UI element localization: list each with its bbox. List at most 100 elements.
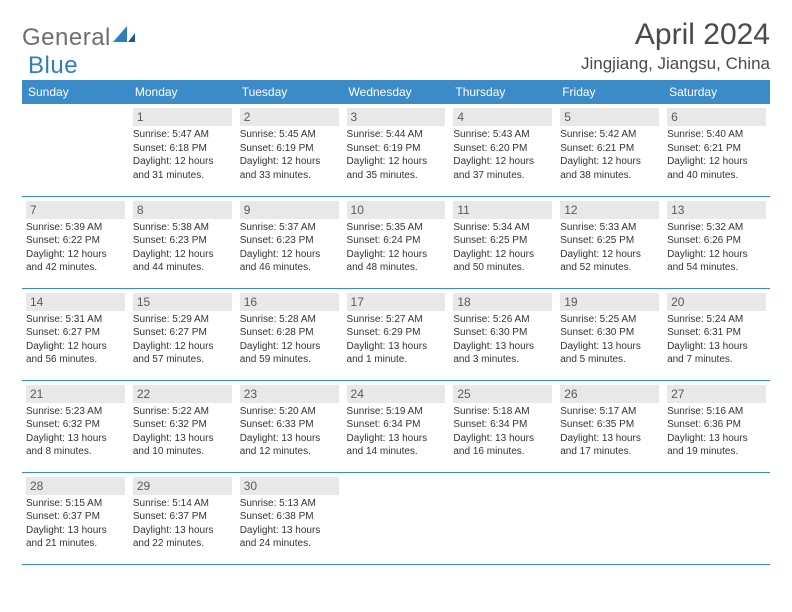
day-number: 5 — [560, 108, 659, 126]
calendar-cell: 16 Sunrise: 5:28 AMSunset: 6:28 PMDayligh… — [236, 288, 343, 380]
day-info: Sunrise: 5:34 AMSunset: 6:25 PMDaylight:… — [453, 221, 552, 275]
header: General April 2024 Jingjiang, Jiangsu, C… — [22, 18, 770, 74]
calendar-cell: 25 Sunrise: 5:18 AMSunset: 6:34 PMDayligh… — [449, 380, 556, 472]
day-info: Sunrise: 5:19 AMSunset: 6:34 PMDaylight:… — [347, 405, 446, 459]
day-info: Sunrise: 5:18 AMSunset: 6:34 PMDaylight:… — [453, 405, 552, 459]
day-number: 14 — [26, 293, 125, 311]
day-info: Sunrise: 5:28 AMSunset: 6:28 PMDaylight:… — [240, 313, 339, 367]
day-info: Sunrise: 5:13 AMSunset: 6:38 PMDaylight:… — [240, 497, 339, 551]
calendar-cell: 21 Sunrise: 5:23 AMSunset: 6:32 PMDayligh… — [22, 380, 129, 472]
day-number: 12 — [560, 201, 659, 219]
calendar-cell: 7Sunrise: 5:39 AMSunset: 6:22 PMDaylight… — [22, 196, 129, 288]
day-info: Sunrise: 5:22 AMSunset: 6:32 PMDaylight:… — [133, 405, 232, 459]
day-info: Sunrise: 5:32 AMSunset: 6:26 PMDaylight:… — [667, 221, 766, 275]
day-info: Sunrise: 5:45 AMSunset: 6:19 PMDaylight:… — [240, 128, 339, 182]
calendar-row: 1 Sunrise: 5:47 AMSunset: 6:18 PMDaylight… — [22, 104, 770, 196]
day-number: 25 — [453, 385, 552, 403]
day-number: 26 — [560, 385, 659, 403]
sail-icon — [113, 26, 135, 42]
day-info: Sunrise: 5:42 AMSunset: 6:21 PMDaylight:… — [560, 128, 659, 182]
logo-text-blue: Blue — [28, 52, 78, 79]
calendar-cell: 23Sunrise: 5:20 AMSunset: 6:33 PMDayligh… — [236, 380, 343, 472]
calendar-cell — [556, 472, 663, 564]
logo-text-general: General — [22, 24, 111, 52]
day-info: Sunrise: 5:43 AMSunset: 6:20 PMDaylight:… — [453, 128, 552, 182]
calendar-cell: 22 Sunrise: 5:22 AMSunset: 6:32 PMDayligh… — [129, 380, 236, 472]
day-info: Sunrise: 5:47 AMSunset: 6:18 PMDaylight:… — [133, 128, 232, 182]
day-number: 4 — [453, 108, 552, 126]
weekday-header: Friday — [556, 80, 663, 104]
calendar-cell: 14 Sunrise: 5:31 AMSunset: 6:27 PMDayligh… — [22, 288, 129, 380]
calendar-cell: 20 Sunrise: 5:24 AMSunset: 6:31 PMDayligh… — [663, 288, 770, 380]
day-info: Sunrise: 5:35 AMSunset: 6:24 PMDaylight:… — [347, 221, 446, 275]
calendar-row: 21 Sunrise: 5:23 AMSunset: 6:32 PMDayligh… — [22, 380, 770, 472]
day-number: 15 — [133, 293, 232, 311]
day-number: 17 — [347, 293, 446, 311]
weekday-header: Thursday — [449, 80, 556, 104]
day-number: 18 — [453, 293, 552, 311]
day-info: Sunrise: 5:24 AMSunset: 6:31 PMDaylight:… — [667, 313, 766, 367]
day-number: 19 — [560, 293, 659, 311]
calendar-cell: 29 Sunrise: 5:14 AMSunset: 6:37 PMDayligh… — [129, 472, 236, 564]
day-info: Sunrise: 5:31 AMSunset: 6:27 PMDaylight:… — [26, 313, 125, 367]
calendar-cell — [663, 472, 770, 564]
day-number: 3 — [347, 108, 446, 126]
calendar-cell: 6 Sunrise: 5:40 AMSunset: 6:21 PMDaylight… — [663, 104, 770, 196]
day-number: 11 — [453, 201, 552, 219]
day-number: 16 — [240, 293, 339, 311]
weekday-header: Tuesday — [236, 80, 343, 104]
weekday-header: Wednesday — [343, 80, 450, 104]
day-info: Sunrise: 5:29 AMSunset: 6:27 PMDaylight:… — [133, 313, 232, 367]
day-info: Sunrise: 5:15 AMSunset: 6:37 PMDaylight:… — [26, 497, 125, 551]
calendar-row: 28 Sunrise: 5:15 AMSunset: 6:37 PMDayligh… — [22, 472, 770, 564]
location: Jingjiang, Jiangsu, China — [581, 54, 770, 74]
day-info: Sunrise: 5:14 AMSunset: 6:37 PMDaylight:… — [133, 497, 232, 551]
calendar-cell: 26Sunrise: 5:17 AMSunset: 6:35 PMDayligh… — [556, 380, 663, 472]
day-number: 6 — [667, 108, 766, 126]
calendar-cell: 1 Sunrise: 5:47 AMSunset: 6:18 PMDaylight… — [129, 104, 236, 196]
weekday-header: Sunday — [22, 80, 129, 104]
day-number: 24 — [347, 385, 446, 403]
day-number: 8 — [133, 201, 232, 219]
day-number: 28 — [26, 477, 125, 495]
day-number: 1 — [133, 108, 232, 126]
calendar-cell: 30 Sunrise: 5:13 AMSunset: 6:38 PMDayligh… — [236, 472, 343, 564]
day-info: Sunrise: 5:25 AMSunset: 6:30 PMDaylight:… — [560, 313, 659, 367]
day-info: Sunrise: 5:26 AMSunset: 6:30 PMDaylight:… — [453, 313, 552, 367]
calendar-cell: 17 Sunrise: 5:27 AMSunset: 6:29 PMDayligh… — [343, 288, 450, 380]
logo: General — [22, 24, 135, 52]
calendar-cell: 10 Sunrise: 5:35 AMSunset: 6:24 PMDayligh… — [343, 196, 450, 288]
day-number: 21 — [26, 385, 125, 403]
calendar-cell: 18 Sunrise: 5:26 AMSunset: 6:30 PMDayligh… — [449, 288, 556, 380]
calendar-cell: 4 Sunrise: 5:43 AMSunset: 6:20 PMDaylight… — [449, 104, 556, 196]
day-number: 10 — [347, 201, 446, 219]
day-number: 30 — [240, 477, 339, 495]
calendar-cell — [343, 472, 450, 564]
calendar-cell: 15 Sunrise: 5:29 AMSunset: 6:27 PMDayligh… — [129, 288, 236, 380]
day-number: 29 — [133, 477, 232, 495]
calendar-cell: 19 Sunrise: 5:25 AMSunset: 6:30 PMDayligh… — [556, 288, 663, 380]
day-info: Sunrise: 5:44 AMSunset: 6:19 PMDaylight:… — [347, 128, 446, 182]
weekday-header: Saturday — [663, 80, 770, 104]
day-info: Sunrise: 5:23 AMSunset: 6:32 PMDaylight:… — [26, 405, 125, 459]
calendar-cell: 8Sunrise: 5:38 AMSunset: 6:23 PMDaylight… — [129, 196, 236, 288]
calendar-cell: 24 Sunrise: 5:19 AMSunset: 6:34 PMDayligh… — [343, 380, 450, 472]
day-info: Sunrise: 5:40 AMSunset: 6:21 PMDaylight:… — [667, 128, 766, 182]
day-number: 23 — [240, 385, 339, 403]
day-number: 2 — [240, 108, 339, 126]
calendar-cell: 11 Sunrise: 5:34 AMSunset: 6:25 PMDayligh… — [449, 196, 556, 288]
day-info: Sunrise: 5:37 AMSunset: 6:23 PMDaylight:… — [240, 221, 339, 275]
calendar-table: Sunday Monday Tuesday Wednesday Thursday… — [22, 80, 770, 565]
calendar-cell: 28 Sunrise: 5:15 AMSunset: 6:37 PMDayligh… — [22, 472, 129, 564]
calendar-cell: 5 Sunrise: 5:42 AMSunset: 6:21 PMDaylight… — [556, 104, 663, 196]
calendar-cell: 12Sunrise: 5:33 AMSunset: 6:25 PMDayligh… — [556, 196, 663, 288]
day-number: 27 — [667, 385, 766, 403]
day-info: Sunrise: 5:27 AMSunset: 6:29 PMDaylight:… — [347, 313, 446, 367]
calendar-cell — [22, 104, 129, 196]
day-number: 20 — [667, 293, 766, 311]
day-number: 22 — [133, 385, 232, 403]
calendar-cell: 3 Sunrise: 5:44 AMSunset: 6:19 PMDaylight… — [343, 104, 450, 196]
calendar-row: 14 Sunrise: 5:31 AMSunset: 6:27 PMDayligh… — [22, 288, 770, 380]
calendar-row: 7Sunrise: 5:39 AMSunset: 6:22 PMDaylight… — [22, 196, 770, 288]
month-title: April 2024 — [581, 18, 770, 52]
